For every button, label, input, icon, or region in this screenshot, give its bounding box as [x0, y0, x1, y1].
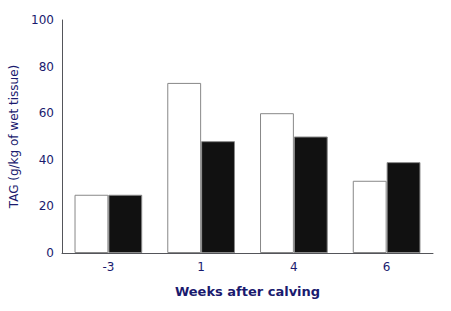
svg-text:0: 0 [46, 246, 54, 260]
svg-text:80: 80 [39, 60, 54, 74]
svg-text:40: 40 [39, 153, 54, 167]
svg-text:6: 6 [383, 260, 391, 274]
svg-text:20: 20 [39, 199, 54, 213]
svg-text:100: 100 [31, 13, 54, 27]
svg-text:4: 4 [290, 260, 298, 274]
svg-text:TAG (g/kg of wet tissue): TAG (g/kg of wet tissue) [7, 65, 21, 210]
svg-text:-3: -3 [102, 260, 114, 274]
svg-text:1: 1 [197, 260, 205, 274]
svg-text:Weeks after calving: Weeks after calving [175, 284, 320, 299]
svg-text:60: 60 [39, 106, 54, 120]
